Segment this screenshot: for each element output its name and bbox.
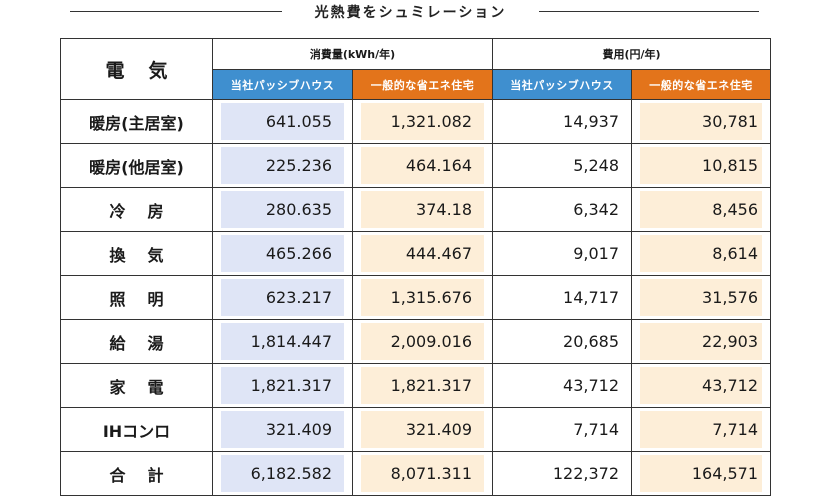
table-row: 照明 623.217 1,315.676 14,717 31,576	[60, 275, 772, 320]
row-label: 冷房	[60, 187, 213, 232]
standard-consumption-cell: 321.409	[351, 407, 494, 452]
standard-consumption-cell: 1,315.676	[351, 275, 494, 320]
table-row: 換気 465.266 444.467 9,017 8,614	[60, 231, 772, 276]
passive-consumption-cell: 1,814.447	[212, 319, 353, 364]
standard-cost-cell: 8,614	[631, 231, 772, 276]
sub-header-passive-consumption: 当社パッシブハウス	[212, 69, 353, 100]
table-row: 冷房 280.635 374.18 6,342 8,456	[60, 187, 772, 232]
page-title: 光熱費をシュミレーション	[314, 5, 507, 21]
standard-cost-cell: 10,815	[631, 143, 772, 188]
row-label: 暖房(他居室)	[60, 143, 213, 188]
sub-header-standard-consumption: 一般的な省エネ住宅	[351, 69, 494, 100]
table-row: 暖房(主居室) 641.055 1,321.082 14,937 30,781	[60, 99, 772, 144]
passive-cost-cell: 14,937	[492, 99, 633, 144]
passive-consumption-cell: 641.055	[212, 99, 353, 144]
standard-cost-cell: 22,903	[631, 319, 772, 364]
sub-header-standard-cost: 一般的な省エネ住宅	[631, 69, 772, 100]
category-header: 電気	[60, 38, 213, 100]
consumption-group-header: 消費量(kWh/年)	[211, 38, 494, 70]
title-row: 光熱費をシュミレーション	[0, 0, 830, 24]
table-row: 家電 1,821.317 1,821.317 43,712 43,712	[60, 363, 772, 408]
row-label: 給湯	[60, 319, 213, 364]
title-divider-left	[70, 11, 282, 12]
passive-consumption-cell: 465.266	[212, 231, 353, 276]
standard-consumption-cell: 1,821.317	[351, 363, 494, 408]
standard-cost-cell: 164,571	[631, 451, 772, 496]
passive-cost-cell: 122,372	[492, 451, 633, 496]
passive-consumption-cell: 6,182.582	[212, 451, 353, 496]
passive-consumption-cell: 225.236	[212, 143, 353, 188]
passive-cost-cell: 7,714	[492, 407, 633, 452]
sub-header-passive-cost: 当社パッシブハウス	[492, 69, 633, 100]
standard-consumption-cell: 8,071.311	[351, 451, 494, 496]
row-label: 家電	[60, 363, 213, 408]
passive-consumption-cell: 321.409	[212, 407, 353, 452]
passive-cost-cell: 5,248	[492, 143, 633, 188]
standard-consumption-cell: 374.18	[351, 187, 494, 232]
table-row: 給湯 1,814.447 2,009.016 20,685 22,903	[60, 319, 772, 364]
passive-cost-cell: 20,685	[492, 319, 633, 364]
standard-cost-cell: 8,456	[631, 187, 772, 232]
title-divider-right	[539, 11, 759, 12]
passive-cost-cell: 9,017	[492, 231, 633, 276]
cost-group-header: 費用(円/年)	[492, 38, 772, 70]
standard-cost-cell: 31,576	[631, 275, 772, 320]
row-label: 合計	[60, 451, 213, 496]
passive-cost-cell: 43,712	[492, 363, 633, 408]
utility-cost-table: 電気 消費量(kWh/年) 費用(円/年) 当社パッシブハウス 一般的な省エネ住…	[60, 38, 772, 496]
passive-cost-cell: 6,342	[492, 187, 633, 232]
passive-consumption-cell: 623.217	[212, 275, 353, 320]
standard-cost-cell: 43,712	[631, 363, 772, 408]
standard-consumption-cell: 444.467	[351, 231, 494, 276]
passive-consumption-cell: 1,821.317	[212, 363, 353, 408]
table-row: IHコンロ 321.409 321.409 7,714 7,714	[60, 407, 772, 452]
standard-consumption-cell: 1,321.082	[351, 99, 494, 144]
standard-consumption-cell: 2,009.016	[351, 319, 494, 364]
row-label: IHコンロ	[60, 407, 213, 452]
standard-cost-cell: 7,714	[631, 407, 772, 452]
row-label: 換気	[60, 231, 213, 276]
standard-cost-cell: 30,781	[631, 99, 772, 144]
passive-consumption-cell: 280.635	[212, 187, 353, 232]
table-row-total: 合計 6,182.582 8,071.311 122,372 164,571	[60, 451, 772, 496]
passive-cost-cell: 14,717	[492, 275, 633, 320]
standard-consumption-cell: 464.164	[351, 143, 494, 188]
row-label: 暖房(主居室)	[60, 99, 213, 144]
table-row: 暖房(他居室) 225.236 464.164 5,248 10,815	[60, 143, 772, 188]
row-label: 照明	[60, 275, 213, 320]
